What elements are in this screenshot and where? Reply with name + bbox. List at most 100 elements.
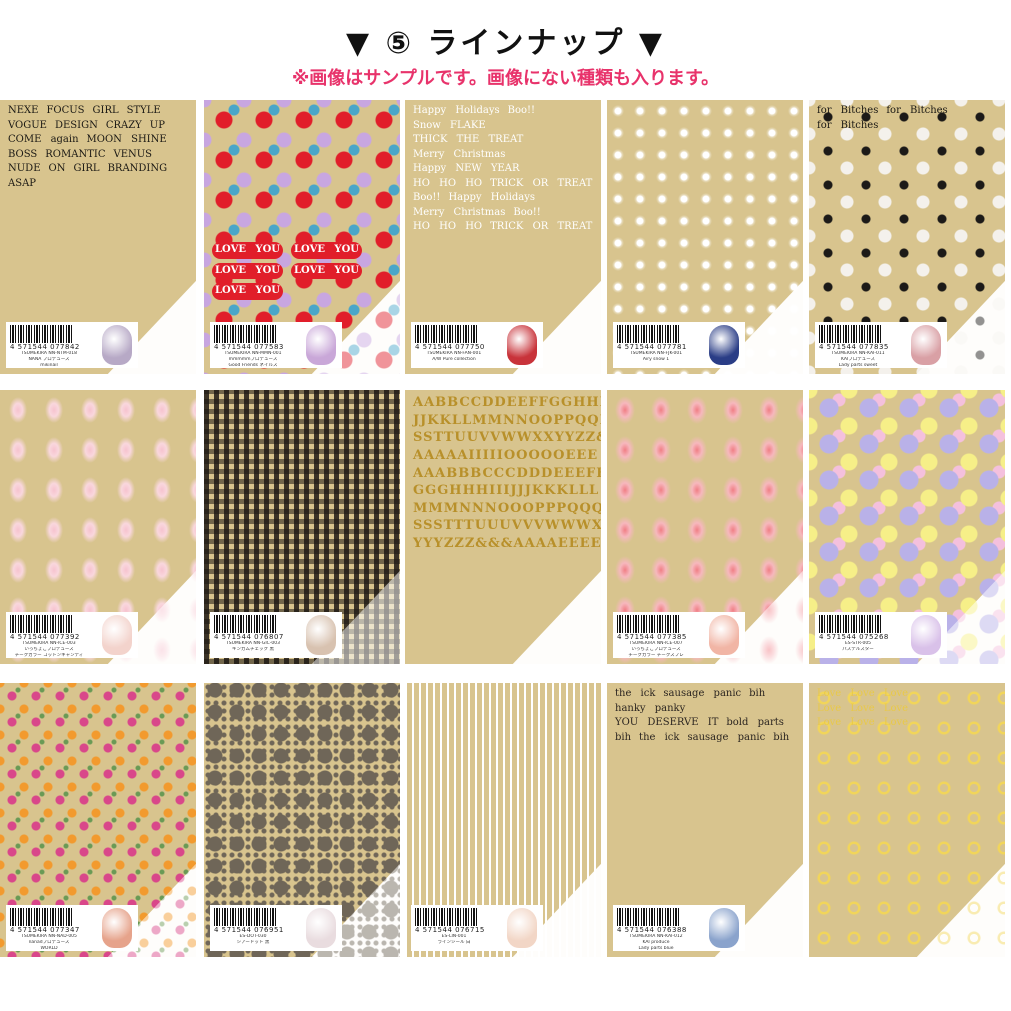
product-code: TSUMEKIRA NN-NAD-005 (21, 934, 77, 939)
product-code: チークカラー チークスフレ (628, 653, 684, 658)
product-label: 4 571544 077835 TSUMEKIRA NN-KAI-011 KAIプロ… (815, 322, 947, 368)
nail-sample-image (709, 908, 739, 948)
nail-sample-image (102, 325, 132, 365)
product-sheet-2: LOVE YOU LOVE YOU LOVE YOU LOVE YOU LOVE YOU… (204, 100, 400, 374)
sticker-text: Merry Christmas (413, 206, 506, 218)
sticker-pattern: NEXE FOCUS GIRL STYLE VOGUE DESIGN CRAZY UP COME… (0, 100, 196, 374)
sticker-text: SSTTUUVVWWXXYYZZ&& (413, 430, 601, 446)
nail-sample-image (306, 325, 336, 365)
product-code: WORLD (40, 946, 58, 951)
sticker-text: NEXE (8, 105, 39, 116)
sticker-text: bih (749, 688, 766, 699)
sticker-pattern: Happy Holidays Boo!! Snow FLAKE THICK THE T… (405, 100, 601, 374)
product-label: 4 571544 076388 TSUMEKIRA NN-KAI-012 KAI p… (613, 905, 745, 951)
sticker-text: the ick (615, 688, 656, 699)
product-code: TSUMEKIRA NN-ICE-007 (629, 641, 683, 646)
sticker-text: LOVE YOU (212, 262, 283, 279)
nail-sample-image (709, 615, 739, 655)
barcode (10, 325, 72, 343)
product-code: チークカラー コットンキャンディ (14, 653, 84, 658)
product-label: 4 571544 077781 TSUMEKIRA NN-FJK-001 Airy … (613, 322, 745, 368)
sticker-text: FOCUS (46, 105, 85, 116)
sticker-text: AABBCCDDEEFFGGHHII (413, 395, 601, 410)
product-label: 4 571544 076807 TSUMEKIRA NN-GIC-003 ギンガムチ… (210, 612, 342, 658)
sticker-text: bih (615, 731, 632, 743)
product-label: 4 571544 075268 ES-STR-005 パステルスター (815, 612, 947, 658)
sticker-text: Love Love Love (817, 702, 909, 714)
barcode (415, 908, 477, 926)
sample-notice: ※画像はサンプルです。画像にない種類も入ります。 (291, 68, 720, 89)
product-sheet-1: NEXE FOCUS GIRL STYLE VOGUE DESIGN CRAZY UP COME… (0, 100, 196, 374)
sticker-text: Boo!! (507, 105, 536, 116)
product-code: ギンガムチェック 黒 (232, 647, 274, 652)
nail-sample-image (911, 325, 941, 365)
product-label: 4 571544 077347 TSUMEKIRA NN-NAD-005 nanad… (6, 905, 138, 951)
sticker-text: hanky panky (615, 702, 686, 714)
product-code: TSUMEKIRA NN-GIC-003 (225, 641, 281, 646)
barcode-number: 4 571544 076388 (617, 926, 687, 934)
product-sheet-9: 4 571544 077385 TSUMEKIRA NN-ICE-007 いっちょこ… (607, 390, 803, 664)
sticker-text: DESIGN (54, 119, 98, 131)
product-sheet-7: 4 571544 076807 TSUMEKIRA NN-GIC-003 ギンガムチ… (204, 390, 400, 664)
sticker-text: for Bitches (886, 105, 948, 116)
sticker-text: YYYZZZ&&&AAAAEEEE (413, 536, 601, 552)
nail-sample-image (911, 615, 941, 655)
sticker-text: ON (48, 163, 66, 174)
sticker-text: BRANDING (107, 163, 168, 174)
barcode-number: 4 571544 077385 (617, 633, 687, 641)
product-sheet-6: 4 571544 077392 TSUMEKIRA NN-ICE-003 いっちょこ… (0, 390, 196, 664)
nail-sample-image (102, 615, 132, 655)
product-code: シアードット 黒 (236, 940, 270, 945)
product-code: TSUMEKIRA NN-MMN-001 (224, 351, 282, 356)
sticker-text: LOVE YOU (291, 262, 362, 279)
sticker-text: LOVE YOU (212, 242, 283, 259)
sticker-text: UP (149, 119, 165, 131)
sticker-text: for Bitches (817, 119, 879, 131)
barcode (214, 325, 276, 343)
sticker-text: Boo!! (413, 192, 441, 203)
sticker-text: VOGUE (8, 119, 47, 131)
sticker-text: LOVE YOU (291, 242, 362, 259)
barcode (617, 908, 679, 926)
barcode (617, 325, 679, 343)
product-sheet-5: for Bitches for Bitches for Bitches 4 57154… (809, 100, 1005, 374)
product-label: 4 571544 077385 TSUMEKIRA NN-ICE-007 いっちょこ… (613, 612, 745, 658)
product-code: ラインシール 白 (437, 940, 471, 945)
product-label: 4 571544 077583 TSUMEKIRA NN-MMN-001 mmmmm… (210, 322, 342, 368)
barcode (214, 908, 276, 926)
sticker-text: BOSS (8, 148, 38, 160)
sticker-text: NUDE (8, 163, 41, 174)
sticker-text: HO HO HO (413, 177, 483, 189)
product-code: KAI produce (642, 940, 670, 945)
sticker-text: Merry Christmas (413, 148, 506, 160)
product-code: Lady parts blue (638, 946, 674, 951)
barcode (819, 615, 881, 633)
sticker-text: AAABBBCCCDDDEEEFFF (413, 465, 601, 481)
product-sheet-11: 4 571544 077347 TSUMEKIRA NN-NAD-005 nanad… (0, 683, 196, 957)
barcode (10, 908, 72, 926)
product-code: TSUMEKIRA NN-KAI-012 (629, 934, 683, 939)
product-code: KAIプロデュース (840, 357, 876, 362)
sticker-text: Snow FLAKE (413, 119, 486, 131)
product-code: mikinail (40, 363, 58, 368)
product-code: いっちょこプロデュース (24, 647, 74, 652)
sticker-text: Happy Holidays (413, 105, 500, 116)
barcode-number: 4 571544 077835 (819, 343, 889, 351)
barcode-number: 4 571544 077392 (10, 633, 80, 641)
sticker-text: GIRL (73, 163, 100, 174)
product-label: 4 571544 077392 TSUMEKIRA NN-ICE-003 いっちょこ… (6, 612, 138, 658)
product-sheet-15: Love Love Love Love Love Love Love Love Lo… (809, 683, 1005, 957)
product-code: NANA プロデュース (28, 357, 70, 362)
sticker-text: Happy NEW YEAR (413, 163, 520, 174)
product-code: TSUMEKIRA NN-KAI-011 (831, 351, 885, 356)
product-code: TSUMEKIRA NN-NTM-018 (21, 351, 77, 356)
nail-sample-image (709, 325, 739, 365)
product-code: nanadプロデュース (28, 940, 70, 945)
product-sheet-10: 4 571544 075268 ES-STR-005 パステルスター (809, 390, 1005, 664)
sticker-text: bih (773, 731, 790, 743)
product-code: Lady parts sweet (838, 363, 878, 368)
nail-sample-image (507, 325, 537, 365)
nail-sample-image (102, 908, 132, 948)
barcode-number: 4 571544 077583 (214, 343, 284, 351)
sticker-text: Love Love Love (817, 717, 909, 728)
